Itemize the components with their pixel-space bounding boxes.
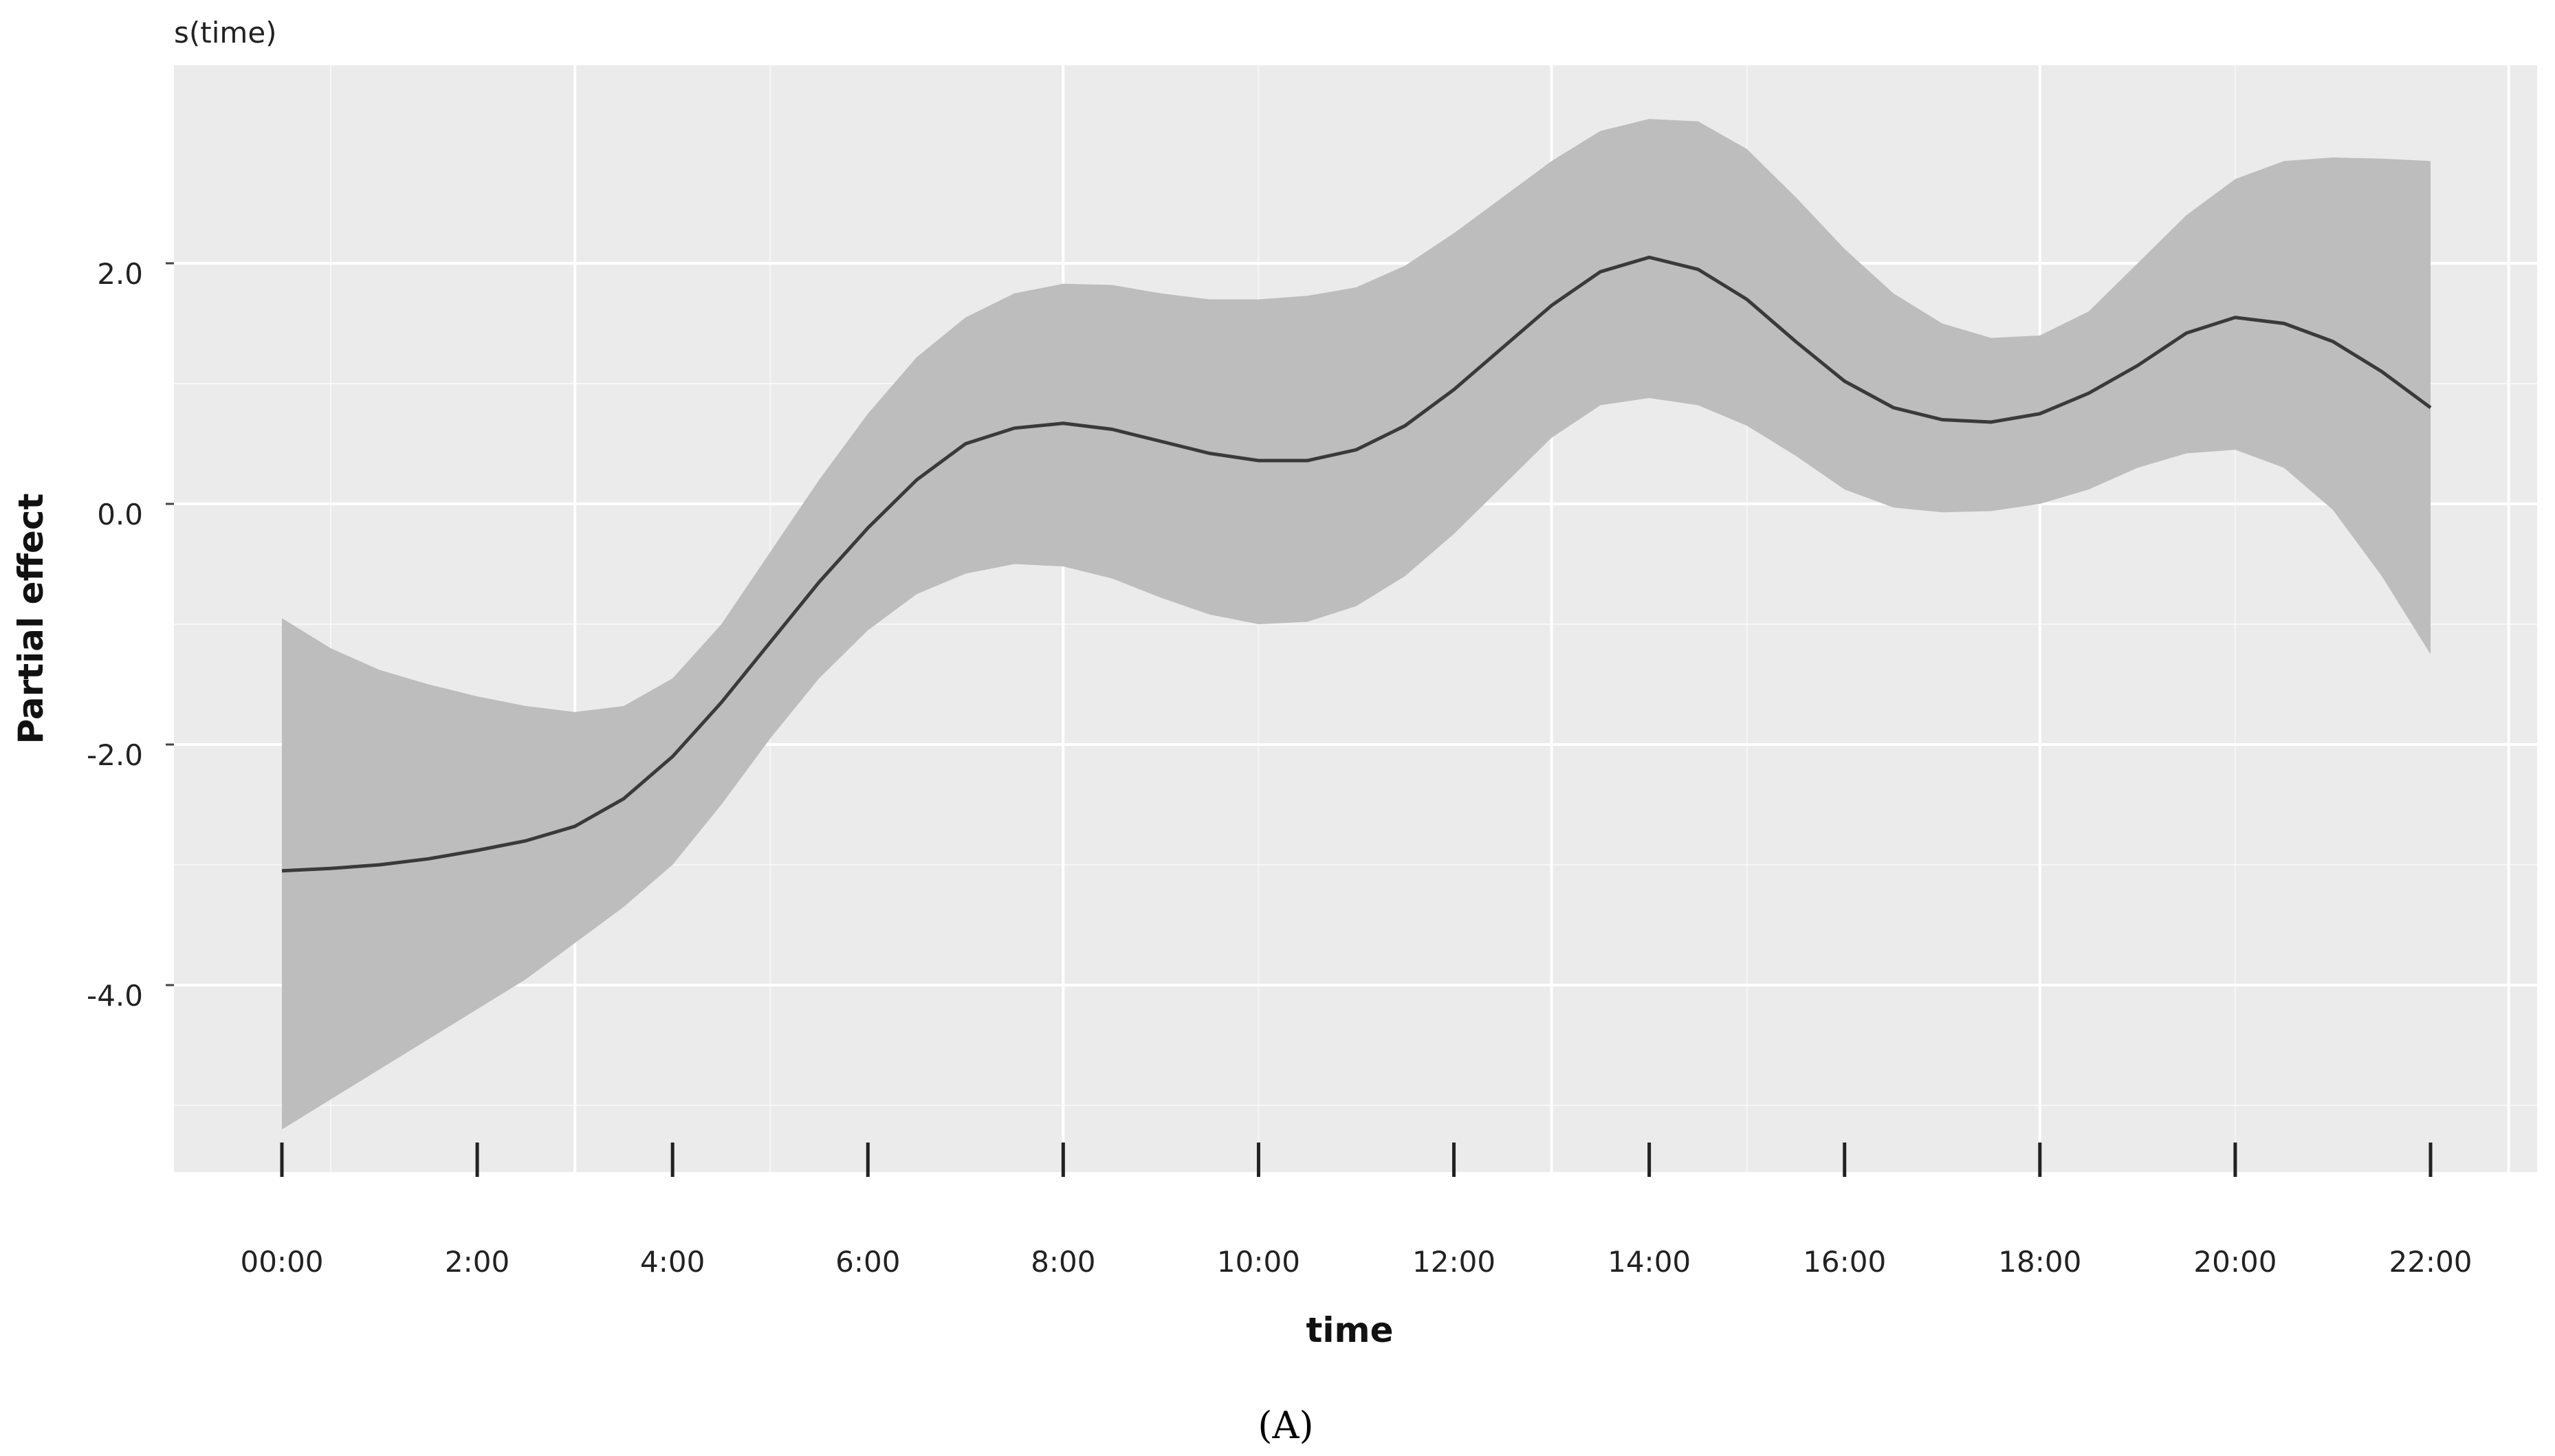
x-tick-label: 8:00 <box>1031 1245 1095 1279</box>
y-tick-label: 2.0 <box>97 257 143 291</box>
x-tick-label: 16:00 <box>1803 1245 1886 1279</box>
panel-label: (A) <box>1258 1404 1313 1447</box>
rug-marks <box>280 1143 2433 1177</box>
x-tick-label: 22:00 <box>2389 1245 2472 1279</box>
x-tick-label: 14:00 <box>1608 1245 1691 1279</box>
x-tick-label: 20:00 <box>2193 1245 2277 1279</box>
smooth-line <box>281 255 2432 873</box>
x-tick-label: 4:00 <box>640 1245 705 1279</box>
smooth-term-label: s(time) <box>174 16 277 49</box>
x-axis-title: time <box>1306 1310 1393 1350</box>
x-axis-ticks: 00:00 2:00 4:00 6:00 8:00 10:00 12:00 14:00 16:0… <box>240 1245 2472 1279</box>
y-axis-title: Partial effect <box>11 494 51 744</box>
y-tick-label: 0.0 <box>97 498 143 531</box>
plot-panel <box>174 65 2537 1172</box>
y-tick-label: -2.0 <box>87 738 143 772</box>
x-tick-label: 12:00 <box>1412 1245 1495 1279</box>
x-tick-label: 10:00 <box>1217 1245 1300 1279</box>
x-tick-label: 00:00 <box>240 1245 323 1279</box>
confidence-band <box>282 119 2431 1129</box>
y-tick-label: -4.0 <box>87 979 143 1013</box>
x-tick-label: 6:00 <box>835 1245 900 1279</box>
y-axis-ticks: 2.0 0.0 -2.0 -4.0 <box>87 257 174 1013</box>
x-tick-label: 18:00 <box>1998 1245 2081 1279</box>
x-tick-label: 2:00 <box>445 1245 509 1279</box>
